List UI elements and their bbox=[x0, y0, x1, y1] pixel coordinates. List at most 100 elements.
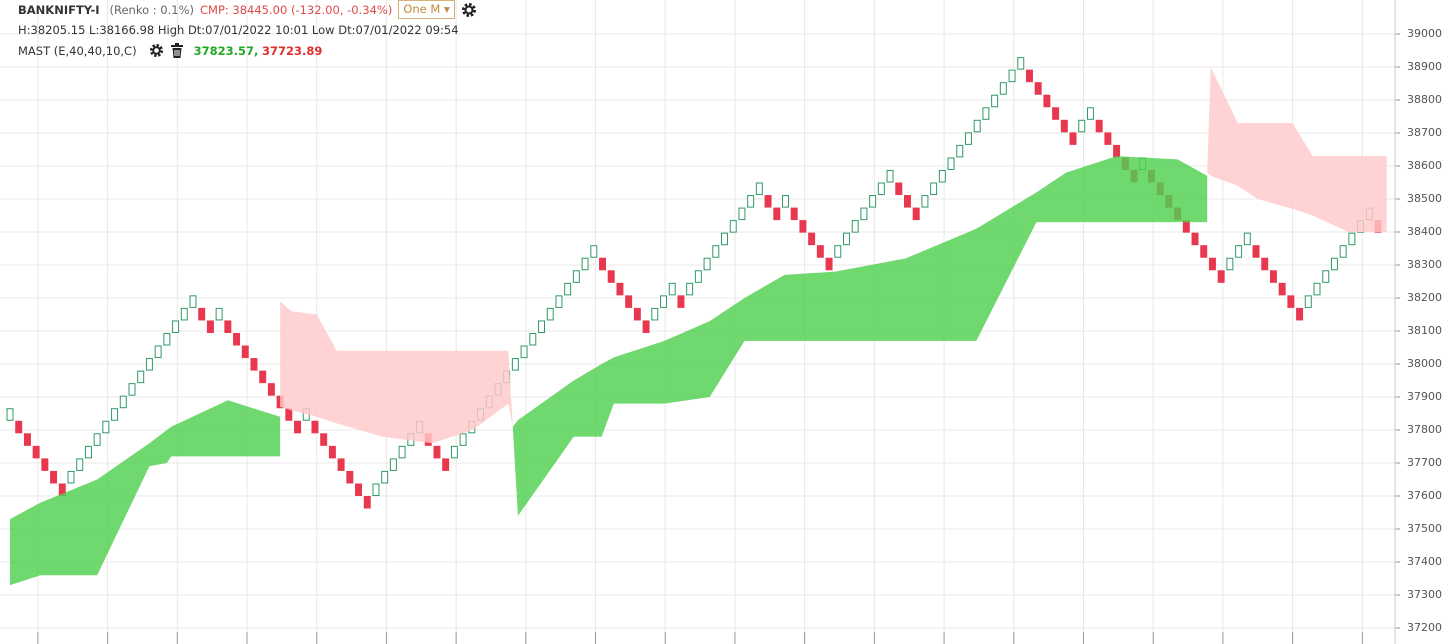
up-brick bbox=[694, 270, 702, 283]
down-brick bbox=[1052, 107, 1060, 120]
up-brick bbox=[450, 445, 458, 459]
y-tick-label: 38900 bbox=[1407, 60, 1442, 73]
stats: H:38205.15 L:38166.98 High Dt:07/01/2022… bbox=[18, 23, 459, 37]
down-brick bbox=[32, 445, 40, 459]
down-brick bbox=[328, 445, 336, 459]
down-brick bbox=[259, 370, 267, 384]
down-brick bbox=[677, 295, 685, 308]
down-brick bbox=[311, 420, 319, 434]
up-brick bbox=[921, 195, 929, 208]
header-row: BANKNIFTY-I (Renko : 0.1%) CMP: 38445.00… bbox=[18, 0, 477, 19]
y-tick-label: 38500 bbox=[1407, 192, 1442, 205]
up-brick bbox=[782, 195, 789, 208]
down-brick bbox=[616, 282, 624, 296]
up-brick bbox=[119, 395, 127, 409]
down-brick bbox=[1269, 270, 1277, 283]
up-brick bbox=[389, 458, 397, 471]
up-brick bbox=[546, 307, 554, 321]
up-brick bbox=[590, 245, 598, 258]
y-tick-label: 39000 bbox=[1407, 27, 1442, 40]
down-brick bbox=[206, 320, 214, 333]
down-brick bbox=[642, 320, 650, 333]
y-tick-label: 37200 bbox=[1407, 621, 1442, 634]
down-brick bbox=[1113, 144, 1121, 158]
down-brick bbox=[1182, 220, 1190, 233]
y-tick-label: 37600 bbox=[1407, 489, 1442, 502]
up-brick bbox=[555, 295, 563, 308]
down-brick bbox=[790, 207, 798, 221]
up-brick bbox=[189, 295, 197, 308]
chart-kind: (Renko : 0.1%) bbox=[109, 2, 195, 17]
down-brick bbox=[224, 320, 232, 333]
down-brick bbox=[633, 307, 641, 321]
interval-select[interactable]: One M ▾ bbox=[398, 0, 455, 19]
down-brick bbox=[346, 470, 354, 484]
stats-row: H:38205.15 L:38166.98 High Dt:07/01/2022… bbox=[18, 21, 459, 39]
down-brick bbox=[903, 195, 911, 208]
up-brick bbox=[834, 245, 842, 258]
delete-icon[interactable] bbox=[170, 43, 184, 58]
up-brick bbox=[660, 295, 667, 308]
up-brick bbox=[381, 470, 389, 484]
up-brick bbox=[1322, 270, 1330, 283]
up-brick bbox=[564, 282, 572, 296]
up-brick bbox=[860, 207, 868, 221]
up-brick bbox=[215, 307, 223, 321]
y-tick-label: 38200 bbox=[1407, 291, 1442, 304]
up-brick bbox=[877, 182, 885, 196]
settings-icon[interactable] bbox=[461, 2, 477, 18]
up-brick bbox=[459, 433, 467, 446]
down-brick bbox=[250, 358, 258, 371]
down-brick bbox=[1252, 245, 1260, 258]
down-brick bbox=[1025, 69, 1033, 83]
down-brick bbox=[1261, 257, 1269, 271]
down-brick bbox=[1034, 82, 1042, 95]
up-brick bbox=[111, 408, 119, 421]
up-brick bbox=[172, 320, 180, 333]
indicator-settings-icon[interactable] bbox=[149, 43, 164, 58]
down-brick bbox=[912, 207, 920, 221]
up-brick bbox=[747, 195, 755, 208]
up-brick bbox=[991, 94, 999, 108]
down-brick bbox=[1296, 307, 1304, 321]
down-brick bbox=[337, 458, 345, 471]
down-brick bbox=[1095, 119, 1103, 133]
separator: , bbox=[253, 43, 259, 58]
up-brick bbox=[1313, 282, 1321, 296]
down-brick bbox=[1208, 257, 1216, 271]
up-brick bbox=[721, 232, 728, 246]
down-brick bbox=[625, 295, 633, 308]
up-brick bbox=[1008, 69, 1016, 83]
band bbox=[1207, 67, 1387, 232]
up-brick bbox=[947, 157, 955, 170]
down-brick bbox=[241, 345, 249, 359]
indicator-upper: 37823.57 bbox=[193, 43, 254, 58]
up-brick bbox=[93, 433, 101, 446]
up-brick bbox=[886, 169, 894, 183]
up-brick bbox=[1243, 232, 1251, 246]
up-brick bbox=[145, 358, 153, 371]
up-brick bbox=[842, 232, 850, 246]
up-brick bbox=[999, 82, 1007, 95]
up-brick bbox=[982, 107, 990, 120]
band bbox=[280, 301, 513, 444]
down-brick bbox=[442, 458, 450, 471]
up-brick bbox=[964, 132, 972, 145]
up-brick bbox=[84, 445, 92, 459]
up-brick bbox=[372, 483, 380, 496]
up-brick bbox=[686, 282, 694, 296]
up-brick bbox=[1348, 232, 1356, 246]
down-brick bbox=[607, 270, 615, 283]
y-tick-label: 37700 bbox=[1407, 456, 1442, 469]
down-brick bbox=[764, 195, 772, 208]
up-brick bbox=[755, 182, 763, 196]
up-brick bbox=[1304, 295, 1312, 308]
down-brick bbox=[285, 408, 293, 421]
up-brick bbox=[163, 332, 171, 346]
down-brick bbox=[1217, 270, 1225, 283]
y-tick-label: 37500 bbox=[1407, 522, 1442, 535]
up-brick bbox=[180, 307, 188, 321]
down-brick bbox=[1043, 94, 1051, 108]
band bbox=[10, 400, 281, 586]
down-brick bbox=[1104, 132, 1112, 145]
